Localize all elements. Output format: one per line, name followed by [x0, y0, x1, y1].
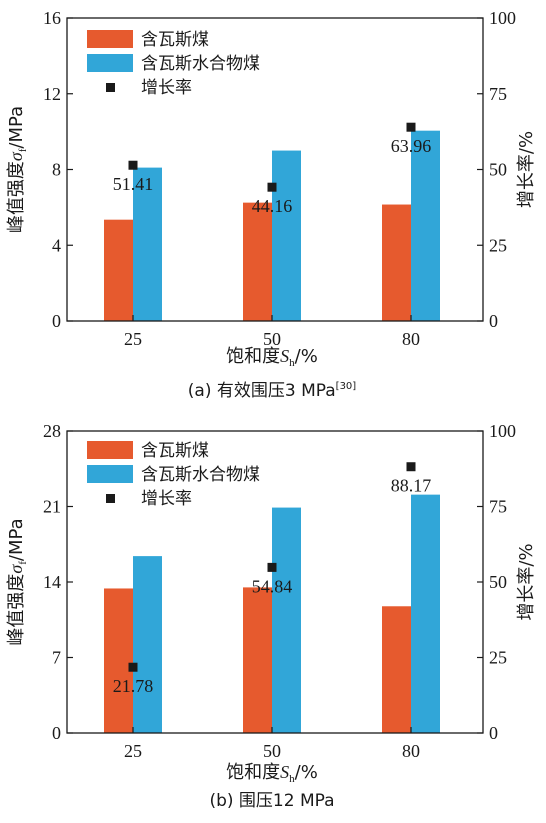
- growth-rate-point-50: [267, 562, 277, 572]
- y-tick-label: 4: [52, 235, 61, 255]
- legend-label-1: 含瓦斯水合物煤: [141, 465, 260, 485]
- growth-rate-label-50: 44.16: [252, 196, 293, 216]
- y2-tick-label: 0: [489, 311, 498, 331]
- y-tick-label: 28: [43, 421, 61, 441]
- y-tick-label: 12: [43, 84, 61, 104]
- x-axis-label: 饱和度Sh/%: [226, 346, 318, 369]
- growth-rate-point-50: [267, 182, 277, 192]
- bar-coal-50: [243, 202, 272, 321]
- y2-tick-label: 50: [489, 572, 507, 592]
- legend-label-0: 含瓦斯煤: [141, 30, 209, 50]
- legend-label-2: 增长率: [141, 78, 192, 98]
- growth-rate-point-25: [128, 662, 138, 672]
- x-tick-label-50: 50: [263, 329, 281, 349]
- x-tick-label-80: 80: [402, 329, 420, 349]
- x-tick-label-25: 25: [124, 329, 142, 349]
- growth-rate-label-25: 21.78: [113, 676, 154, 696]
- y-tick-label: 0: [52, 311, 61, 331]
- legend-label-0: 含瓦斯煤: [141, 441, 209, 461]
- figure-caption: (a) 有效围压3 MPa[30]: [188, 381, 357, 401]
- growth-rate-label-50: 54.84: [252, 576, 293, 596]
- growth-rate-point-25: [128, 160, 138, 170]
- y-axis-label: 峰值强度σf/MPa: [6, 106, 29, 233]
- y2-tick-label: 100: [489, 421, 516, 441]
- growth-rate-label-80: 63.96: [391, 136, 432, 156]
- x-tick-label-50: 50: [263, 741, 281, 761]
- growth-rate-point-80: [406, 462, 416, 472]
- y2-tick-label: 50: [489, 160, 507, 180]
- x-tick-label-80: 80: [402, 741, 420, 761]
- bar-coal-80: [382, 606, 411, 733]
- chart-panel-a: 51.41 44.16 63.96 0 4 8 12 16 0 25 50 75 100 25 50 80 饱和…: [6, 8, 537, 401]
- legend-label-2: 增长率: [141, 489, 192, 509]
- figure-caption: (b) 围压12 MPa: [209, 791, 334, 811]
- chart-panel-b: 21.78 54.84 88.17 0 7 14 21 28 0 25 50 75 100 25 50 80 饱…: [6, 421, 537, 811]
- legend-swatch-1: [87, 465, 133, 483]
- legend-swatch-0: [87, 30, 133, 48]
- y-axis-label: 峰值强度σf/MPa: [6, 518, 29, 645]
- bar-hydrate-coal-25: [133, 167, 162, 321]
- y2-tick-label: 25: [489, 648, 507, 668]
- bar-hydrate-coal-50: [272, 507, 301, 733]
- legend-swatch-1: [87, 54, 133, 72]
- y-tick-label: 7: [52, 648, 61, 668]
- y-tick-label: 16: [43, 8, 61, 28]
- y-tick-label: 21: [43, 497, 61, 517]
- bar-hydrate-coal-25: [133, 556, 162, 733]
- x-axis-label: 饱和度Sh/%: [226, 762, 318, 785]
- growth-rate-label-25: 51.41: [113, 174, 154, 194]
- legend-marker-2: [106, 83, 115, 92]
- bar-hydrate-coal-80: [411, 130, 440, 321]
- bar-coal-50: [243, 587, 272, 733]
- legend-marker-2: [106, 494, 115, 503]
- y-tick-label: 14: [43, 572, 61, 592]
- y2-tick-label: 25: [489, 235, 507, 255]
- y-tick-label: 8: [52, 160, 61, 180]
- legend-label-1: 含瓦斯水合物煤: [141, 54, 260, 74]
- bar-hydrate-coal-80: [411, 494, 440, 733]
- growth-rate-label-80: 88.17: [391, 476, 432, 496]
- growth-rate-point-80: [406, 122, 416, 132]
- bar-coal-25: [104, 219, 133, 321]
- legend-swatch-0: [87, 441, 133, 459]
- y2-tick-label: 75: [489, 84, 507, 104]
- bar-coal-25: [104, 588, 133, 733]
- bar-coal-80: [382, 204, 411, 321]
- y2-axis-label: 增长率/%: [516, 131, 537, 208]
- x-tick-label-25: 25: [124, 741, 142, 761]
- y-tick-label: 0: [52, 723, 61, 743]
- bar-hydrate-coal-50: [272, 150, 301, 321]
- y2-tick-label: 75: [489, 497, 507, 517]
- y2-tick-label: 100: [489, 8, 516, 28]
- y2-axis-label: 增长率/%: [516, 543, 537, 620]
- y2-tick-label: 0: [489, 723, 498, 743]
